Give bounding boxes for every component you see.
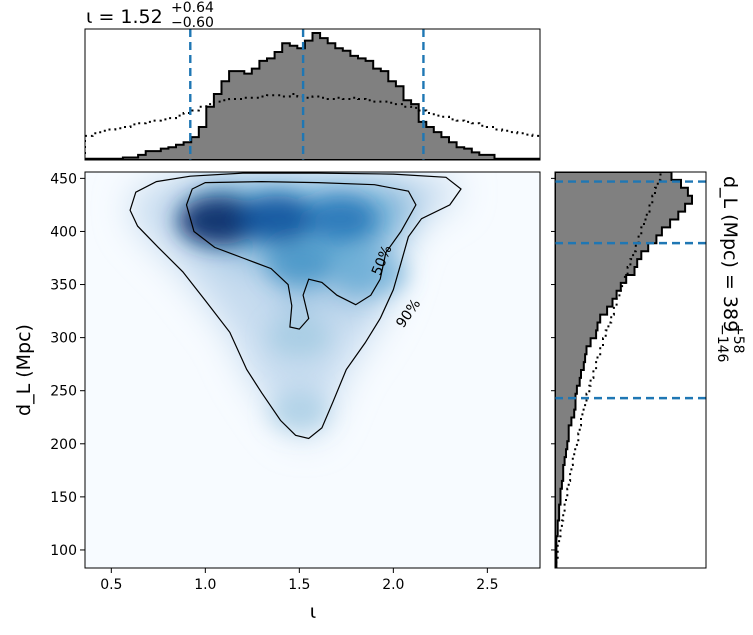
right-prior-histogram	[555, 172, 662, 568]
x-tick-label: 2.0	[382, 577, 404, 593]
y-tick-label: 150	[50, 490, 77, 506]
x-tick-label: 0.5	[100, 577, 122, 593]
density-peak	[268, 318, 331, 358]
density-peak	[265, 242, 333, 285]
right-panel-frame	[554, 171, 707, 569]
right-panel-ticks	[551, 177, 555, 551]
density-peak	[238, 195, 315, 242]
credible-contours	[129, 172, 462, 440]
main-panel-frame	[84, 171, 541, 569]
top-credible-lines	[189, 29, 425, 160]
contour-50-line	[185, 180, 417, 330]
y-tick-label: 250	[50, 384, 77, 400]
top-title-sub: −0.60	[171, 15, 214, 31]
density-layer-core	[178, 195, 407, 431]
density-peak	[304, 196, 377, 241]
y-axis-ticks: 100 150 200 250 300 350 400 450	[50, 171, 85, 559]
right-title-sup: +58	[730, 324, 746, 354]
svg-text:d_L (Mpc) = 389: d_L (Mpc) = 389	[719, 176, 741, 332]
y-tick-label: 100	[50, 543, 77, 559]
contour-90-line	[129, 172, 462, 440]
right-posterior-histogram	[555, 172, 693, 568]
y-axis-label: d_L (Mpc)	[13, 324, 35, 416]
density-peak	[342, 253, 407, 295]
y-tick-label: 300	[50, 331, 77, 347]
x-tick-label: 1.0	[194, 577, 216, 593]
top-title-sup: +0.64	[171, 0, 214, 16]
right-title-sub: −146	[714, 324, 730, 363]
x-tick-label: 1.5	[288, 577, 310, 593]
top-panel-frame	[84, 28, 541, 161]
x-axis-ticks: 0.5 1.0 1.5 2.0 2.5	[100, 568, 498, 593]
top-panel-title: ι = 1.52	[86, 6, 163, 28]
x-tick-label: 2.5	[476, 577, 498, 593]
y-tick-label: 400	[50, 224, 77, 240]
joint-density-panel: 50% 90% 0.5 1.0 1.5 2.0 2.5 1001502002503003…	[13, 171, 541, 623]
right-marginal-histogram: d_L (Mpc) = 389 +58 −146	[551, 171, 746, 569]
right-panel-title: d_L (Mpc) = 389 +58 −146	[714, 176, 746, 363]
y-tick-label: 450	[50, 171, 77, 187]
x-axis-label: ι	[310, 601, 316, 623]
y-tick-label: 350	[50, 278, 77, 294]
top-prior-histogram	[85, 93, 540, 160]
top-marginal-histogram: ι = 1.52 +0.64 −0.60	[84, 0, 541, 161]
density-peak	[178, 196, 259, 245]
y-tick-label: 200	[50, 437, 77, 453]
density-peak	[269, 393, 329, 431]
